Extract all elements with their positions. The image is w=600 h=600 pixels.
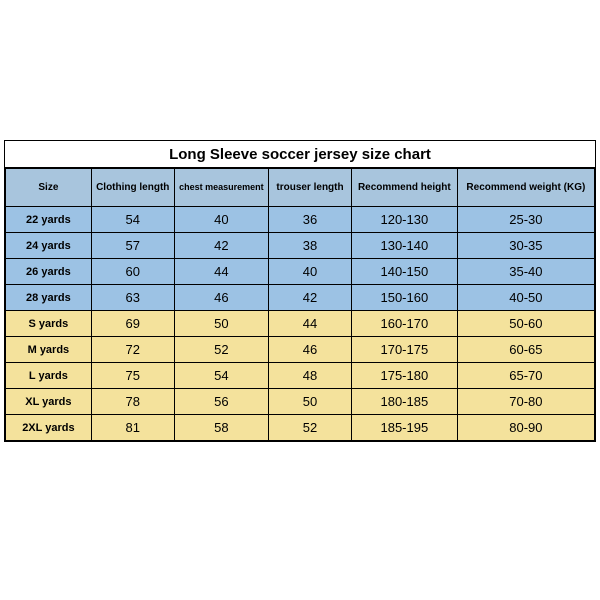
col-height: Recommend height — [351, 169, 457, 207]
cell-size: XL yards — [6, 389, 92, 415]
cell-clothing: 57 — [91, 233, 174, 259]
cell-size: 22 yards — [6, 207, 92, 233]
cell-weight: 35-40 — [457, 259, 594, 285]
cell-weight: 40-50 — [457, 285, 594, 311]
table-body: 22 yards544036120-13025-3024 yards574238… — [6, 207, 595, 441]
cell-chest: 50 — [174, 311, 268, 337]
cell-height: 175-180 — [351, 363, 457, 389]
cell-trouser: 50 — [269, 389, 352, 415]
col-chest: chest measurement — [174, 169, 268, 207]
cell-size: 28 yards — [6, 285, 92, 311]
table-row: 26 yards604440140-15035-40 — [6, 259, 595, 285]
cell-size: L yards — [6, 363, 92, 389]
cell-height: 160-170 — [351, 311, 457, 337]
cell-height: 185-195 — [351, 415, 457, 441]
cell-size: 26 yards — [6, 259, 92, 285]
cell-chest: 56 — [174, 389, 268, 415]
cell-size: M yards — [6, 337, 92, 363]
cell-clothing: 81 — [91, 415, 174, 441]
cell-trouser: 52 — [269, 415, 352, 441]
cell-chest: 58 — [174, 415, 268, 441]
cell-trouser: 38 — [269, 233, 352, 259]
cell-chest: 54 — [174, 363, 268, 389]
cell-chest: 44 — [174, 259, 268, 285]
cell-weight: 30-35 — [457, 233, 594, 259]
cell-size: 2XL yards — [6, 415, 92, 441]
cell-height: 180-185 — [351, 389, 457, 415]
size-chart-table: SizeClothing lengthchest measurementtrou… — [5, 168, 595, 441]
cell-height: 150-160 — [351, 285, 457, 311]
cell-trouser: 42 — [269, 285, 352, 311]
cell-chest: 40 — [174, 207, 268, 233]
cell-chest: 52 — [174, 337, 268, 363]
table-row: 2XL yards815852185-19580-90 — [6, 415, 595, 441]
cell-weight: 60-65 — [457, 337, 594, 363]
cell-clothing: 72 — [91, 337, 174, 363]
cell-clothing: 54 — [91, 207, 174, 233]
size-chart-image: Long Sleeve soccer jersey size chart Siz… — [0, 0, 600, 600]
cell-chest: 42 — [174, 233, 268, 259]
col-clothing: Clothing length — [91, 169, 174, 207]
table-header-row: SizeClothing lengthchest measurementtrou… — [6, 169, 595, 207]
cell-weight: 65-70 — [457, 363, 594, 389]
chart-title: Long Sleeve soccer jersey size chart — [5, 141, 595, 168]
table-row: 22 yards544036120-13025-30 — [6, 207, 595, 233]
cell-weight: 70-80 — [457, 389, 594, 415]
col-trouser: trouser length — [269, 169, 352, 207]
cell-height: 120-130 — [351, 207, 457, 233]
table-row: L yards755448175-18065-70 — [6, 363, 595, 389]
cell-size: 24 yards — [6, 233, 92, 259]
cell-clothing: 75 — [91, 363, 174, 389]
cell-height: 130-140 — [351, 233, 457, 259]
col-size: Size — [6, 169, 92, 207]
table-row: 24 yards574238130-14030-35 — [6, 233, 595, 259]
table-row: XL yards785650180-18570-80 — [6, 389, 595, 415]
cell-trouser: 44 — [269, 311, 352, 337]
cell-height: 170-175 — [351, 337, 457, 363]
cell-size: S yards — [6, 311, 92, 337]
cell-weight: 25-30 — [457, 207, 594, 233]
cell-trouser: 46 — [269, 337, 352, 363]
cell-clothing: 69 — [91, 311, 174, 337]
cell-weight: 80-90 — [457, 415, 594, 441]
table-row: M yards725246170-17560-65 — [6, 337, 595, 363]
size-chart-table-container: Long Sleeve soccer jersey size chart Siz… — [4, 140, 596, 442]
cell-clothing: 63 — [91, 285, 174, 311]
cell-trouser: 36 — [269, 207, 352, 233]
cell-weight: 50-60 — [457, 311, 594, 337]
table-row: 28 yards634642150-16040-50 — [6, 285, 595, 311]
table-row: S yards695044160-17050-60 — [6, 311, 595, 337]
cell-trouser: 40 — [269, 259, 352, 285]
cell-height: 140-150 — [351, 259, 457, 285]
cell-trouser: 48 — [269, 363, 352, 389]
cell-clothing: 60 — [91, 259, 174, 285]
col-weight: Recommend weight (KG) — [457, 169, 594, 207]
cell-clothing: 78 — [91, 389, 174, 415]
cell-chest: 46 — [174, 285, 268, 311]
